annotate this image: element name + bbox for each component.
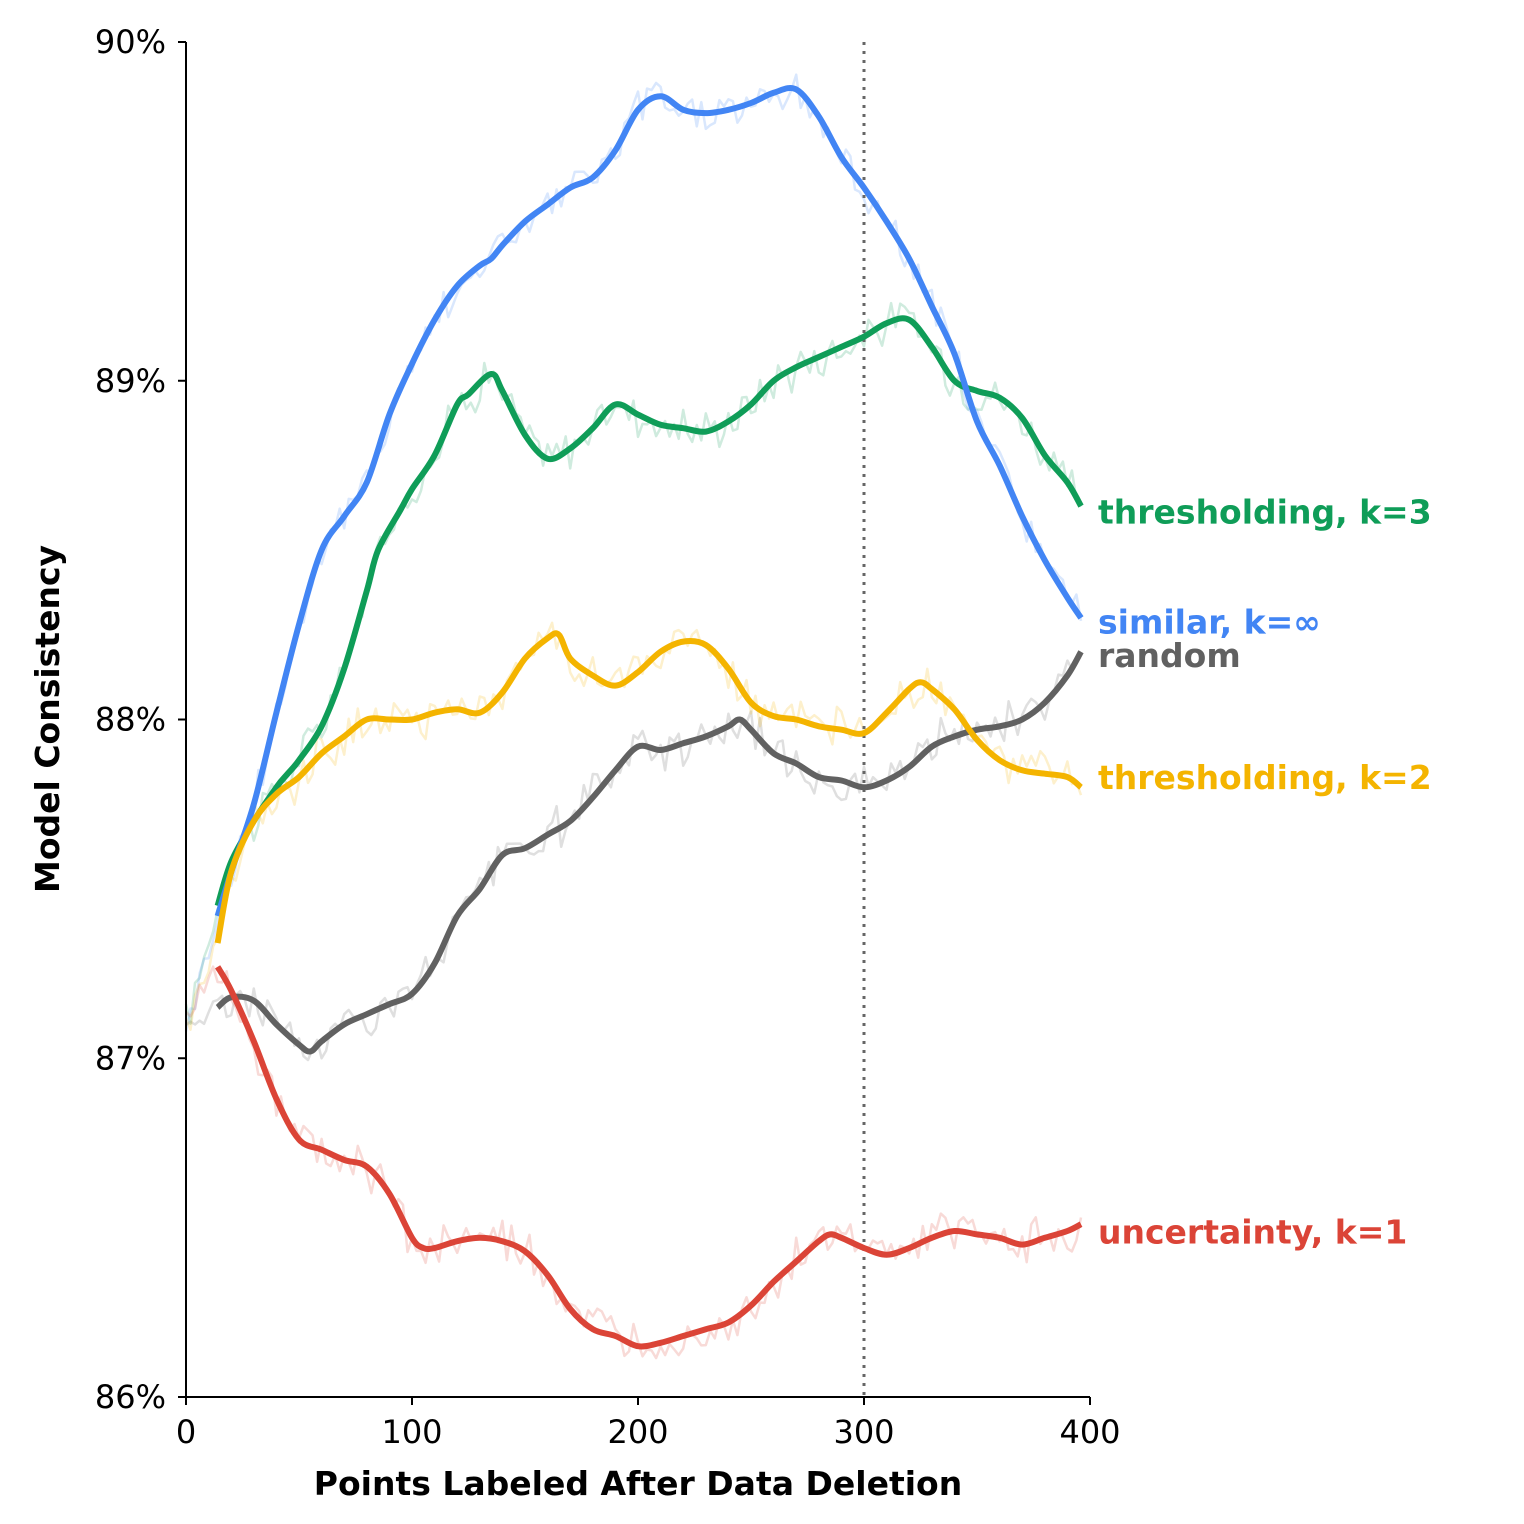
- x-tick-label: 300: [833, 1413, 894, 1451]
- y-axis-title: Model Consistency: [28, 545, 67, 893]
- raw-line-thresholding-k-2: [184, 621, 1083, 1031]
- axes: 0 100 200 300 400 86% 87% 88% 89% 90%: [95, 23, 1121, 1451]
- y-tick-label: 90%: [95, 23, 166, 61]
- line-thresholding-k-3: [214, 315, 1084, 907]
- series-label-random: random: [1098, 636, 1241, 675]
- y-tick-label: 87%: [95, 1039, 166, 1077]
- x-tick-label: 400: [1059, 1413, 1120, 1451]
- raw-line-random: [185, 656, 1082, 1062]
- series-label-uncertainty-k-1: uncertainty, k=1: [1098, 1213, 1407, 1252]
- x-tick-label: 0: [176, 1413, 196, 1451]
- raw-line-uncertainty-k-1: [185, 965, 1083, 1360]
- x-axis-title: Points Labeled After Data Deletion: [314, 1464, 962, 1503]
- series-labels: thresholding, k=3 similar, k=∞random thres…: [1098, 493, 1432, 1252]
- line-thresholding-k-2: [214, 630, 1083, 944]
- raw-series-layer: [184, 73, 1083, 1360]
- x-tick-label: 100: [381, 1413, 442, 1451]
- line-uncertainty-k-1: [215, 965, 1083, 1350]
- series-label-thresholding-k-3: thresholding, k=3: [1098, 493, 1432, 532]
- series-label-thresholding-k-2: thresholding, k=2: [1098, 758, 1432, 797]
- y-tick-label: 89%: [95, 362, 166, 400]
- smoothed-series-layer: [214, 84, 1084, 1350]
- y-tick-label: 88%: [95, 701, 166, 739]
- series-label-similar-k-inf: similar, k=∞: [1098, 602, 1321, 641]
- y-tick-label: 86%: [95, 1378, 166, 1416]
- line-random: [215, 650, 1084, 1055]
- line-similar-k-inf: [214, 84, 1084, 917]
- x-tick-label: 200: [607, 1413, 668, 1451]
